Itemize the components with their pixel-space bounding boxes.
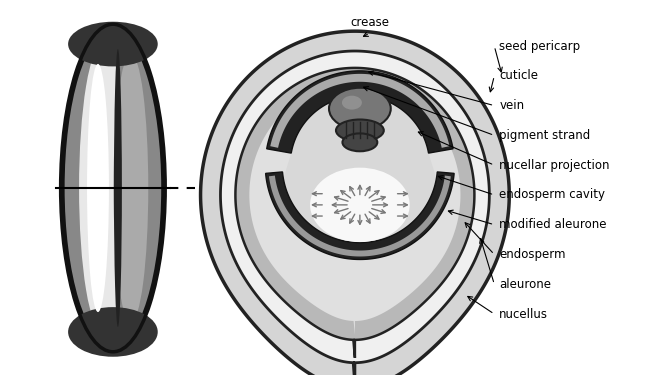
Ellipse shape <box>68 22 158 67</box>
Text: crease: crease <box>351 16 389 29</box>
Text: nucellar projection: nucellar projection <box>499 159 610 172</box>
Ellipse shape <box>60 24 165 352</box>
Text: modified aleurone: modified aleurone <box>499 218 607 231</box>
Ellipse shape <box>64 30 161 346</box>
Polygon shape <box>236 68 474 358</box>
Ellipse shape <box>114 54 148 322</box>
Ellipse shape <box>310 168 410 242</box>
Text: vein: vein <box>499 99 525 112</box>
Ellipse shape <box>336 120 384 141</box>
Text: nucellus: nucellus <box>499 308 548 321</box>
Text: endosperm: endosperm <box>499 248 566 261</box>
Text: endosperm cavity: endosperm cavity <box>499 188 606 202</box>
Ellipse shape <box>114 49 122 327</box>
Polygon shape <box>220 51 489 376</box>
Polygon shape <box>201 31 509 376</box>
Polygon shape <box>250 83 460 335</box>
Polygon shape <box>284 96 436 243</box>
Ellipse shape <box>342 96 362 109</box>
Polygon shape <box>269 176 451 256</box>
Ellipse shape <box>68 307 158 357</box>
Text: aleurone: aleurone <box>499 278 551 291</box>
Ellipse shape <box>343 133 377 151</box>
Ellipse shape <box>79 44 127 332</box>
Text: cuticle: cuticle <box>499 69 539 82</box>
Ellipse shape <box>87 64 109 312</box>
Text: pigment strand: pigment strand <box>499 129 590 142</box>
Polygon shape <box>270 74 450 148</box>
Text: seed pericarp: seed pericarp <box>499 39 580 53</box>
Polygon shape <box>266 172 454 259</box>
Polygon shape <box>267 71 453 153</box>
Ellipse shape <box>329 88 390 129</box>
